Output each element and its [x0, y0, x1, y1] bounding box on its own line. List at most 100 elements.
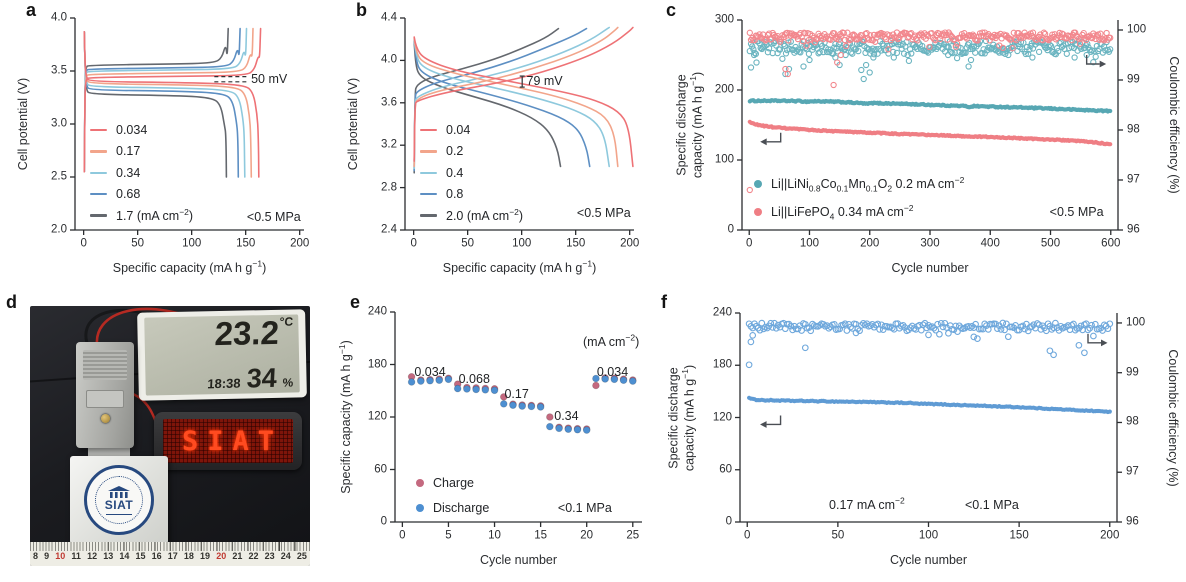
- x-tick-label: 200: [290, 237, 310, 250]
- y-tick-label: 0: [727, 223, 734, 236]
- ruler-number: 11: [71, 551, 81, 561]
- panel-letter-f: f: [661, 292, 667, 312]
- panel-b-chart: 79 mV <0.5 MPa 0 50 100 150 200 2.4 2.8 3.2 3.6 4.0…: [330, 0, 660, 290]
- series-04: [413, 26, 610, 170]
- x-tick-label: 0: [410, 237, 417, 250]
- rate-label: 0.034: [414, 364, 446, 379]
- legend-label: 0.4: [446, 165, 464, 180]
- series-08: [413, 27, 591, 172]
- annotation-pressure: <0.5 MPa: [1049, 204, 1104, 219]
- legend-line-swatch: [90, 171, 107, 174]
- clip-screw: [100, 414, 110, 423]
- chart-svg-e: [390, 311, 642, 527]
- right-tick-label: 96: [1126, 515, 1139, 528]
- y-tick-label: 3.6: [381, 96, 397, 109]
- right-tick-label: 98: [1126, 415, 1139, 428]
- series-02: [413, 26, 619, 168]
- series-capacity: [747, 395, 1112, 415]
- legend-dot-swatch: [754, 208, 762, 216]
- x-tick-label: 5: [445, 529, 452, 542]
- right-axis-label: Coulombic efficiency (%): [1167, 56, 1182, 194]
- ruler-number: 19: [200, 551, 211, 561]
- right-tick-label: 98: [1127, 123, 1140, 136]
- ruler-number: 9: [44, 551, 50, 561]
- right-tick-label: 100: [1126, 316, 1146, 329]
- panel-letter-e: e: [350, 292, 361, 312]
- discharge-points: [407, 374, 637, 434]
- x-tick-label: 150: [1009, 529, 1029, 542]
- legend-label: 0.8: [446, 187, 464, 202]
- humidity-unit: %: [282, 375, 294, 390]
- legend-label: 0.04: [446, 123, 471, 137]
- lcd-face: 23.2°C 18:38 34 %: [144, 313, 300, 396]
- legend-line-swatch: [90, 150, 107, 153]
- ruler-number: 21: [232, 551, 243, 561]
- axes: [390, 311, 642, 527]
- thermometer-display: 23.2°C 18:38 34 %: [137, 309, 307, 401]
- x-tick-label: 0: [744, 529, 751, 542]
- x-tick-label: 50: [131, 237, 145, 250]
- plot-data: [745, 319, 1114, 415]
- legend-item: 0.4: [420, 166, 463, 180]
- x-tick-label: 100: [799, 237, 820, 250]
- y-tick-label: 3.2: [381, 138, 397, 151]
- x-tick-label: 200: [620, 237, 640, 250]
- y-tick-label: 240: [712, 306, 732, 319]
- clock-value: 18:38: [206, 375, 241, 392]
- y-tick-label: 2.5: [51, 170, 67, 183]
- legend-item: 2.0 (mA cm−2): [420, 206, 524, 223]
- legend-label: 0.034: [116, 123, 148, 137]
- x-axis-label: Cycle number: [891, 260, 969, 275]
- legend-item: Li||LiFePO4 0.34 mA cm−2: [754, 204, 914, 221]
- plot-data: [407, 372, 637, 434]
- ruler-number: 15: [135, 551, 146, 561]
- ruler-number: 18: [183, 551, 194, 561]
- legend-line-swatch: [90, 128, 107, 132]
- series-lfp-capacity: [747, 119, 1113, 147]
- temperature-value: 23.2: [213, 313, 280, 353]
- y-axis-label: Cell potential (V): [16, 77, 31, 171]
- x-tick-label: 50: [461, 237, 475, 250]
- x-tick-label: 20: [580, 529, 594, 542]
- led-screen: SIAT: [163, 419, 293, 463]
- ruler-numbers: 8 9 10 11 12 13 14 15 16 17 18 19 20 21 22 23 24 25: [30, 551, 310, 561]
- panel-letter-d: d: [6, 292, 17, 312]
- y-tick-label: 120: [367, 410, 387, 423]
- left-axis-arrow: [760, 415, 782, 428]
- annotation-pressure: <0.1 MPa: [557, 500, 612, 515]
- panel-c-chart: <0.5 MPa 0 100 200 300 400 500 600 0 100 200 300 96 9…: [660, 0, 1186, 290]
- x-tick-label: 0: [80, 237, 87, 250]
- ruler-number: 24: [280, 551, 291, 561]
- y-axis-label: Cell potential (V): [346, 77, 361, 171]
- legend-dot-swatch: [416, 504, 424, 512]
- x-tick-label: 100: [182, 237, 202, 250]
- legend-label: Charge: [433, 476, 474, 490]
- ruler-number: 16: [151, 551, 162, 561]
- annotation-gap: 79 mV: [526, 73, 563, 88]
- legend-label: 0.2: [446, 144, 464, 159]
- series-lfp-efficiency: [746, 29, 1114, 194]
- x-tick-label: 25: [626, 529, 640, 542]
- panel-f-chart: 0.17 mA cm−2 <0.1 MPa 0 50 100 150 200 0 60 120 18…: [655, 290, 1186, 582]
- y-tick-label: 2.0: [51, 223, 67, 236]
- legend-label: 0.34: [116, 165, 141, 180]
- siat-logo: SIAT: [84, 465, 154, 535]
- axes: [400, 17, 634, 235]
- y-tick-label: 4.4: [381, 11, 397, 24]
- legend-item: 0.2: [420, 144, 463, 158]
- y-tick-label: 3.5: [51, 64, 67, 77]
- x-tick-label: 10: [488, 529, 501, 542]
- legend-label: 2.0 (mA cm−2): [446, 206, 524, 223]
- legend-dot-swatch: [754, 180, 762, 188]
- x-tick-label: 200: [860, 237, 880, 250]
- y-tick-label: 60: [719, 463, 732, 476]
- x-tick-label: 150: [236, 237, 256, 250]
- chart-svg-f: [735, 312, 1122, 527]
- right-axis-label: Coulombic efficiency (%): [1166, 348, 1181, 487]
- y-tick-label: 4.0: [381, 53, 397, 66]
- x-axis-label: Cycle number: [889, 552, 968, 567]
- right-tick-label: 99: [1126, 366, 1139, 379]
- y-tick-label: 2.8: [381, 180, 397, 193]
- chart-svg-b: [400, 17, 634, 235]
- y-tick-label: 240: [367, 305, 387, 318]
